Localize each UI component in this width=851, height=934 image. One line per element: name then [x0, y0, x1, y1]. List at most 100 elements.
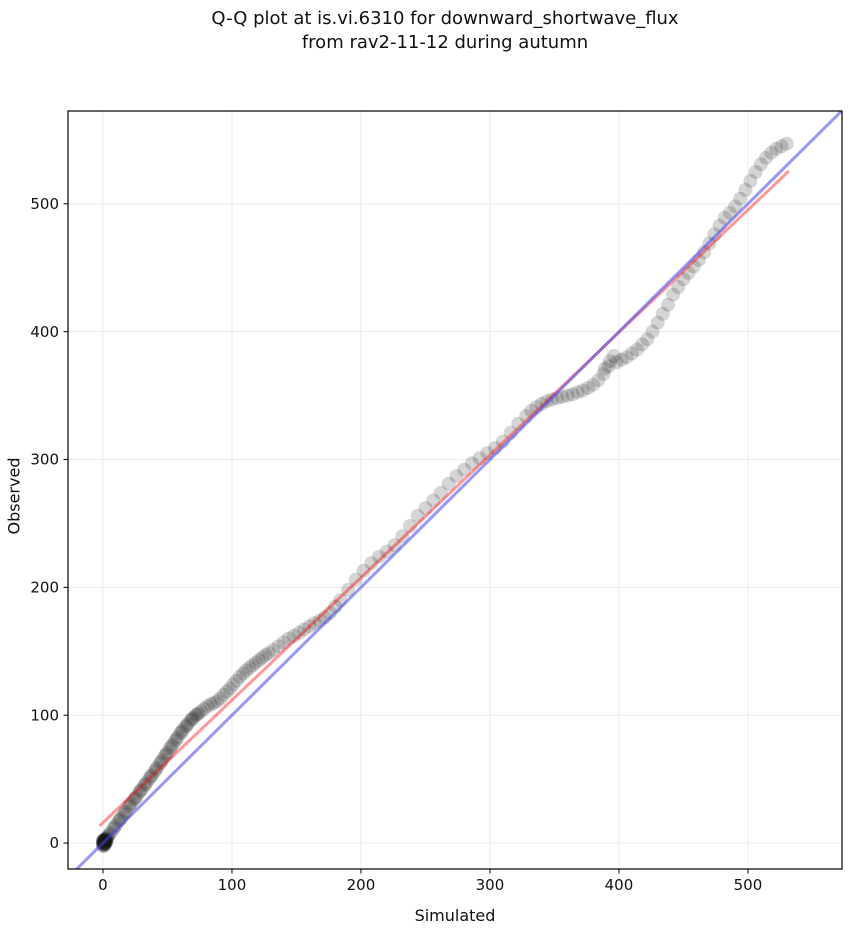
y-tick-label: 100 [30, 706, 59, 724]
x-tick-label: 300 [476, 876, 505, 894]
scatter-point [655, 306, 670, 321]
scatter-point [650, 315, 665, 330]
fit-line [98, 170, 790, 827]
scatter-point [216, 687, 231, 702]
scatter-point [124, 796, 139, 811]
x-tick-label: 0 [98, 876, 108, 894]
scatter-point [174, 724, 189, 739]
scatter-point [364, 556, 379, 571]
scatter-point [169, 731, 184, 746]
scatter-point [242, 660, 257, 675]
scatter-point [356, 563, 371, 578]
chart-title: Q-Q plot at is.vi.6310 for downward_shor… [56, 7, 834, 55]
scatter-point [133, 783, 148, 798]
scatter-point [148, 762, 163, 777]
scatter-point [170, 729, 185, 744]
scatter-point [173, 726, 188, 741]
x-axis-label: Simulated [414, 906, 496, 925]
scatter-point [139, 775, 154, 790]
scatter-point [630, 342, 644, 357]
scatter-point [143, 769, 158, 784]
scatter-point [676, 272, 691, 287]
scatter-point [614, 352, 629, 367]
scatter-point [191, 706, 206, 721]
scatter-point [155, 752, 170, 767]
scatter-point [372, 549, 386, 564]
scatter-point [150, 760, 165, 775]
scatter-point [239, 663, 254, 678]
scatter-point [581, 380, 595, 395]
scatter-point [258, 648, 273, 663]
scatter-point [190, 707, 205, 722]
scatter-point [103, 825, 118, 840]
scatter-point [219, 684, 234, 699]
scatter-point [266, 643, 281, 657]
scatter-point [624, 346, 639, 361]
scatter-point [107, 820, 122, 835]
scatter-point [181, 716, 196, 731]
scatter-point [565, 387, 580, 402]
scatter-point [619, 350, 634, 365]
scatter-point [206, 696, 221, 711]
scatter-point [96, 838, 110, 853]
scatter-point [261, 646, 276, 661]
scatter-point [138, 777, 153, 792]
scatter-point [560, 388, 575, 403]
scatter-point [252, 653, 266, 668]
scatter-point [145, 768, 159, 783]
scatter-point [142, 771, 157, 786]
chart-title-line2: from rav2-11-12 during autumn [301, 32, 589, 53]
scatter-point [597, 361, 612, 376]
scatter-point [779, 136, 794, 151]
scatter-point [152, 756, 167, 771]
scatter-point [774, 139, 789, 154]
y-tick-label: 200 [30, 578, 59, 596]
scatter-point [457, 462, 472, 477]
scatter-point [534, 396, 549, 411]
scatter-point [160, 745, 175, 760]
scatter-point [281, 631, 296, 646]
scatter-point [168, 733, 183, 748]
scatter-point [213, 691, 228, 706]
scatter-point [210, 694, 225, 709]
scatter-point [441, 476, 456, 491]
scatter-point [753, 157, 768, 172]
scatter-point [99, 835, 114, 850]
scatter-point [163, 741, 177, 756]
scatter-point [671, 279, 686, 294]
scatter-point [232, 669, 247, 684]
scatter-point [681, 265, 696, 280]
scatter-point [433, 485, 448, 500]
scatter-point [197, 701, 212, 716]
scatter-point [96, 832, 111, 847]
scatter-point [341, 582, 356, 597]
scatter-point [229, 673, 244, 688]
scatter-point [226, 677, 241, 692]
scatter-point [591, 373, 606, 388]
scatter-point [570, 385, 585, 400]
scatter-point [97, 837, 112, 852]
scatter-point [661, 297, 675, 312]
scatter-point [743, 173, 758, 188]
scatter-point [186, 710, 201, 725]
identity-line [74, 111, 842, 869]
scatter-point [645, 324, 660, 339]
scatter-point [203, 697, 218, 712]
y-tick-label: 500 [30, 195, 59, 213]
scatter-point [606, 349, 621, 363]
scatter-point [728, 199, 743, 214]
scatter-point [748, 164, 763, 179]
scatter-point [596, 366, 611, 381]
scatter-point [403, 519, 417, 533]
scatter-point [379, 544, 394, 559]
scatter-point [157, 749, 172, 764]
scatter-point [102, 827, 117, 842]
scatter-point [348, 572, 363, 587]
scatter-point [640, 332, 655, 347]
scatter-point [286, 628, 301, 643]
scatter-point [302, 619, 317, 634]
x-tick-label: 400 [605, 876, 634, 894]
scatter-point [276, 635, 291, 650]
scatter-point [154, 754, 168, 769]
